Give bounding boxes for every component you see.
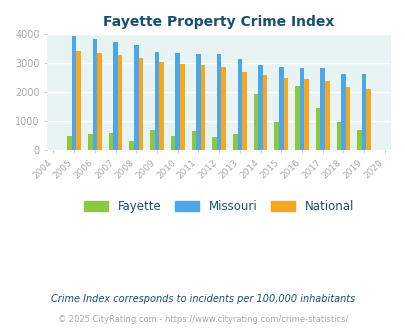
Bar (109, 133, 113, 150)
Bar (179, 64, 184, 150)
Bar (196, 54, 200, 150)
Bar (320, 68, 324, 150)
Bar (221, 67, 226, 150)
Bar (315, 108, 320, 150)
Bar (72, 36, 76, 150)
Bar (191, 131, 196, 150)
Title: Fayette Property Crime Index: Fayette Property Crime Index (103, 15, 334, 29)
Bar (303, 79, 308, 150)
Bar (345, 87, 350, 150)
Bar (274, 122, 278, 150)
Bar (67, 136, 72, 150)
Bar (134, 45, 138, 150)
Bar (154, 52, 159, 150)
Bar (361, 74, 365, 150)
Bar (88, 134, 92, 150)
Bar (138, 58, 143, 150)
Bar (324, 81, 329, 150)
Bar (262, 75, 267, 150)
Bar (340, 74, 345, 150)
Bar (365, 89, 370, 150)
Bar (76, 51, 81, 150)
Bar (356, 130, 361, 150)
Bar (129, 141, 134, 150)
Bar (113, 43, 117, 150)
Bar (241, 72, 246, 150)
Bar (336, 122, 340, 150)
Bar (150, 130, 154, 150)
Text: © 2025 CityRating.com - https://www.cityrating.com/crime-statistics/: © 2025 CityRating.com - https://www.city… (58, 315, 347, 324)
Bar (232, 134, 237, 150)
Bar (299, 68, 303, 150)
Legend: Fayette, Missouri, National: Fayette, Missouri, National (84, 200, 353, 213)
Bar (171, 136, 175, 150)
Bar (117, 55, 122, 150)
Bar (92, 39, 97, 150)
Bar (294, 86, 299, 150)
Bar (200, 65, 205, 150)
Bar (237, 59, 241, 150)
Bar (283, 78, 288, 150)
Bar (97, 53, 102, 150)
Bar (212, 137, 216, 150)
Bar (278, 67, 283, 150)
Bar (258, 65, 262, 150)
Bar (216, 54, 221, 150)
Bar (159, 62, 164, 150)
Bar (175, 53, 179, 150)
Text: Crime Index corresponds to incidents per 100,000 inhabitants: Crime Index corresponds to incidents per… (51, 294, 354, 304)
Bar (253, 94, 258, 150)
